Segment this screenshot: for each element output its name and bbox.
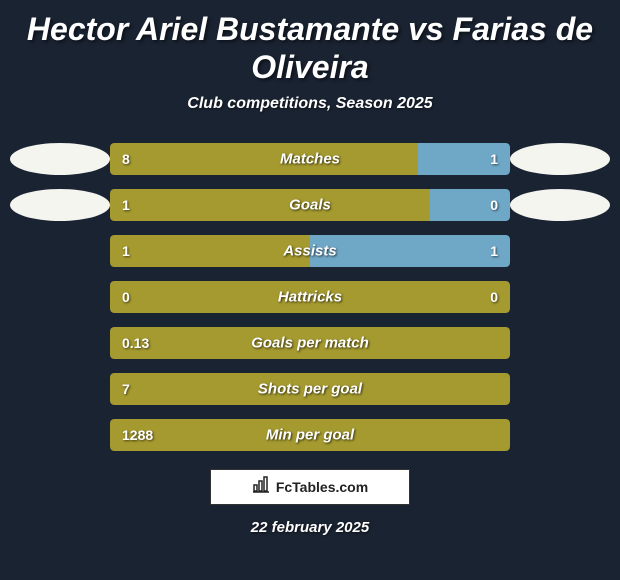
- bar-right: 1: [418, 143, 510, 175]
- stat-label: Assists: [283, 242, 336, 259]
- avatar-right-slot: [510, 235, 610, 267]
- right-value: 1: [490, 151, 498, 167]
- bar-right: 1: [310, 235, 510, 267]
- avatar-left-slot: [10, 189, 110, 221]
- stat-label: Matches: [280, 150, 340, 167]
- avatar-right-slot: [510, 419, 610, 451]
- stat-row: 0 0 Hattricks: [10, 281, 610, 313]
- stat-label: Goals: [289, 196, 331, 213]
- avatar-right-slot: [510, 373, 610, 405]
- comparison-chart: 8 1 Matches 1 0 Goals 1 1 Assists 0 0 Hattricks 0.13…: [0, 143, 620, 451]
- player-avatar-left: [10, 189, 110, 221]
- stat-label: Min per goal: [266, 426, 354, 443]
- right-value: 1: [490, 243, 498, 259]
- left-value: 0: [122, 289, 130, 305]
- avatar-right-slot: [510, 281, 610, 313]
- bar-right: [498, 373, 510, 405]
- footer-date: 22 february 2025: [0, 519, 620, 536]
- left-value: 7: [122, 381, 130, 397]
- player-avatar-right: [510, 143, 610, 175]
- stat-bar: 1288 Min per goal: [110, 419, 510, 451]
- stat-bar: 7 Shots per goal: [110, 373, 510, 405]
- stat-label: Goals per match: [251, 334, 369, 351]
- left-value: 0.13: [122, 335, 149, 351]
- stat-row: 1288 Min per goal: [10, 419, 610, 451]
- stat-label: Shots per goal: [258, 380, 362, 397]
- stat-row: 7 Shots per goal: [10, 373, 610, 405]
- right-value: 0: [490, 197, 498, 213]
- page-subtitle: Club competitions, Season 2025: [0, 95, 620, 113]
- stat-row: 1 0 Goals: [10, 189, 610, 221]
- left-value: 1: [122, 197, 130, 213]
- brand-badge[interactable]: FcTables.com: [210, 469, 410, 505]
- stat-bar: 1 0 Goals: [110, 189, 510, 221]
- bar-right: [498, 327, 510, 359]
- right-value: 0: [490, 289, 498, 305]
- stat-bar: 0 0 Hattricks: [110, 281, 510, 313]
- avatar-left-slot: [10, 373, 110, 405]
- player-avatar-left: [10, 143, 110, 175]
- stat-bar: 1 1 Assists: [110, 235, 510, 267]
- brand-label: FcTables.com: [276, 479, 368, 495]
- avatar-left-slot: [10, 281, 110, 313]
- stat-row: 1 1 Assists: [10, 235, 610, 267]
- avatar-right-slot: [510, 327, 610, 359]
- left-value: 8: [122, 151, 130, 167]
- page-title: Hector Ariel Bustamante vs Farias de Oli…: [0, 0, 620, 87]
- stat-label: Hattricks: [278, 288, 342, 305]
- avatar-left-slot: [10, 143, 110, 175]
- avatar-left-slot: [10, 327, 110, 359]
- stat-bar: 8 1 Matches: [110, 143, 510, 175]
- avatar-right-slot: [510, 189, 610, 221]
- bar-right: 0: [430, 189, 510, 221]
- left-value: 1288: [122, 427, 153, 443]
- player-avatar-right: [510, 189, 610, 221]
- stat-row: 8 1 Matches: [10, 143, 610, 175]
- stat-row: 0.13 Goals per match: [10, 327, 610, 359]
- bar-left: 1: [110, 189, 430, 221]
- bar-left: 8: [110, 143, 418, 175]
- bar-left: 1: [110, 235, 310, 267]
- bar-right: [498, 419, 510, 451]
- avatar-left-slot: [10, 235, 110, 267]
- left-value: 1: [122, 243, 130, 259]
- chart-icon: [252, 475, 270, 498]
- avatar-left-slot: [10, 419, 110, 451]
- stat-bar: 0.13 Goals per match: [110, 327, 510, 359]
- avatar-right-slot: [510, 143, 610, 175]
